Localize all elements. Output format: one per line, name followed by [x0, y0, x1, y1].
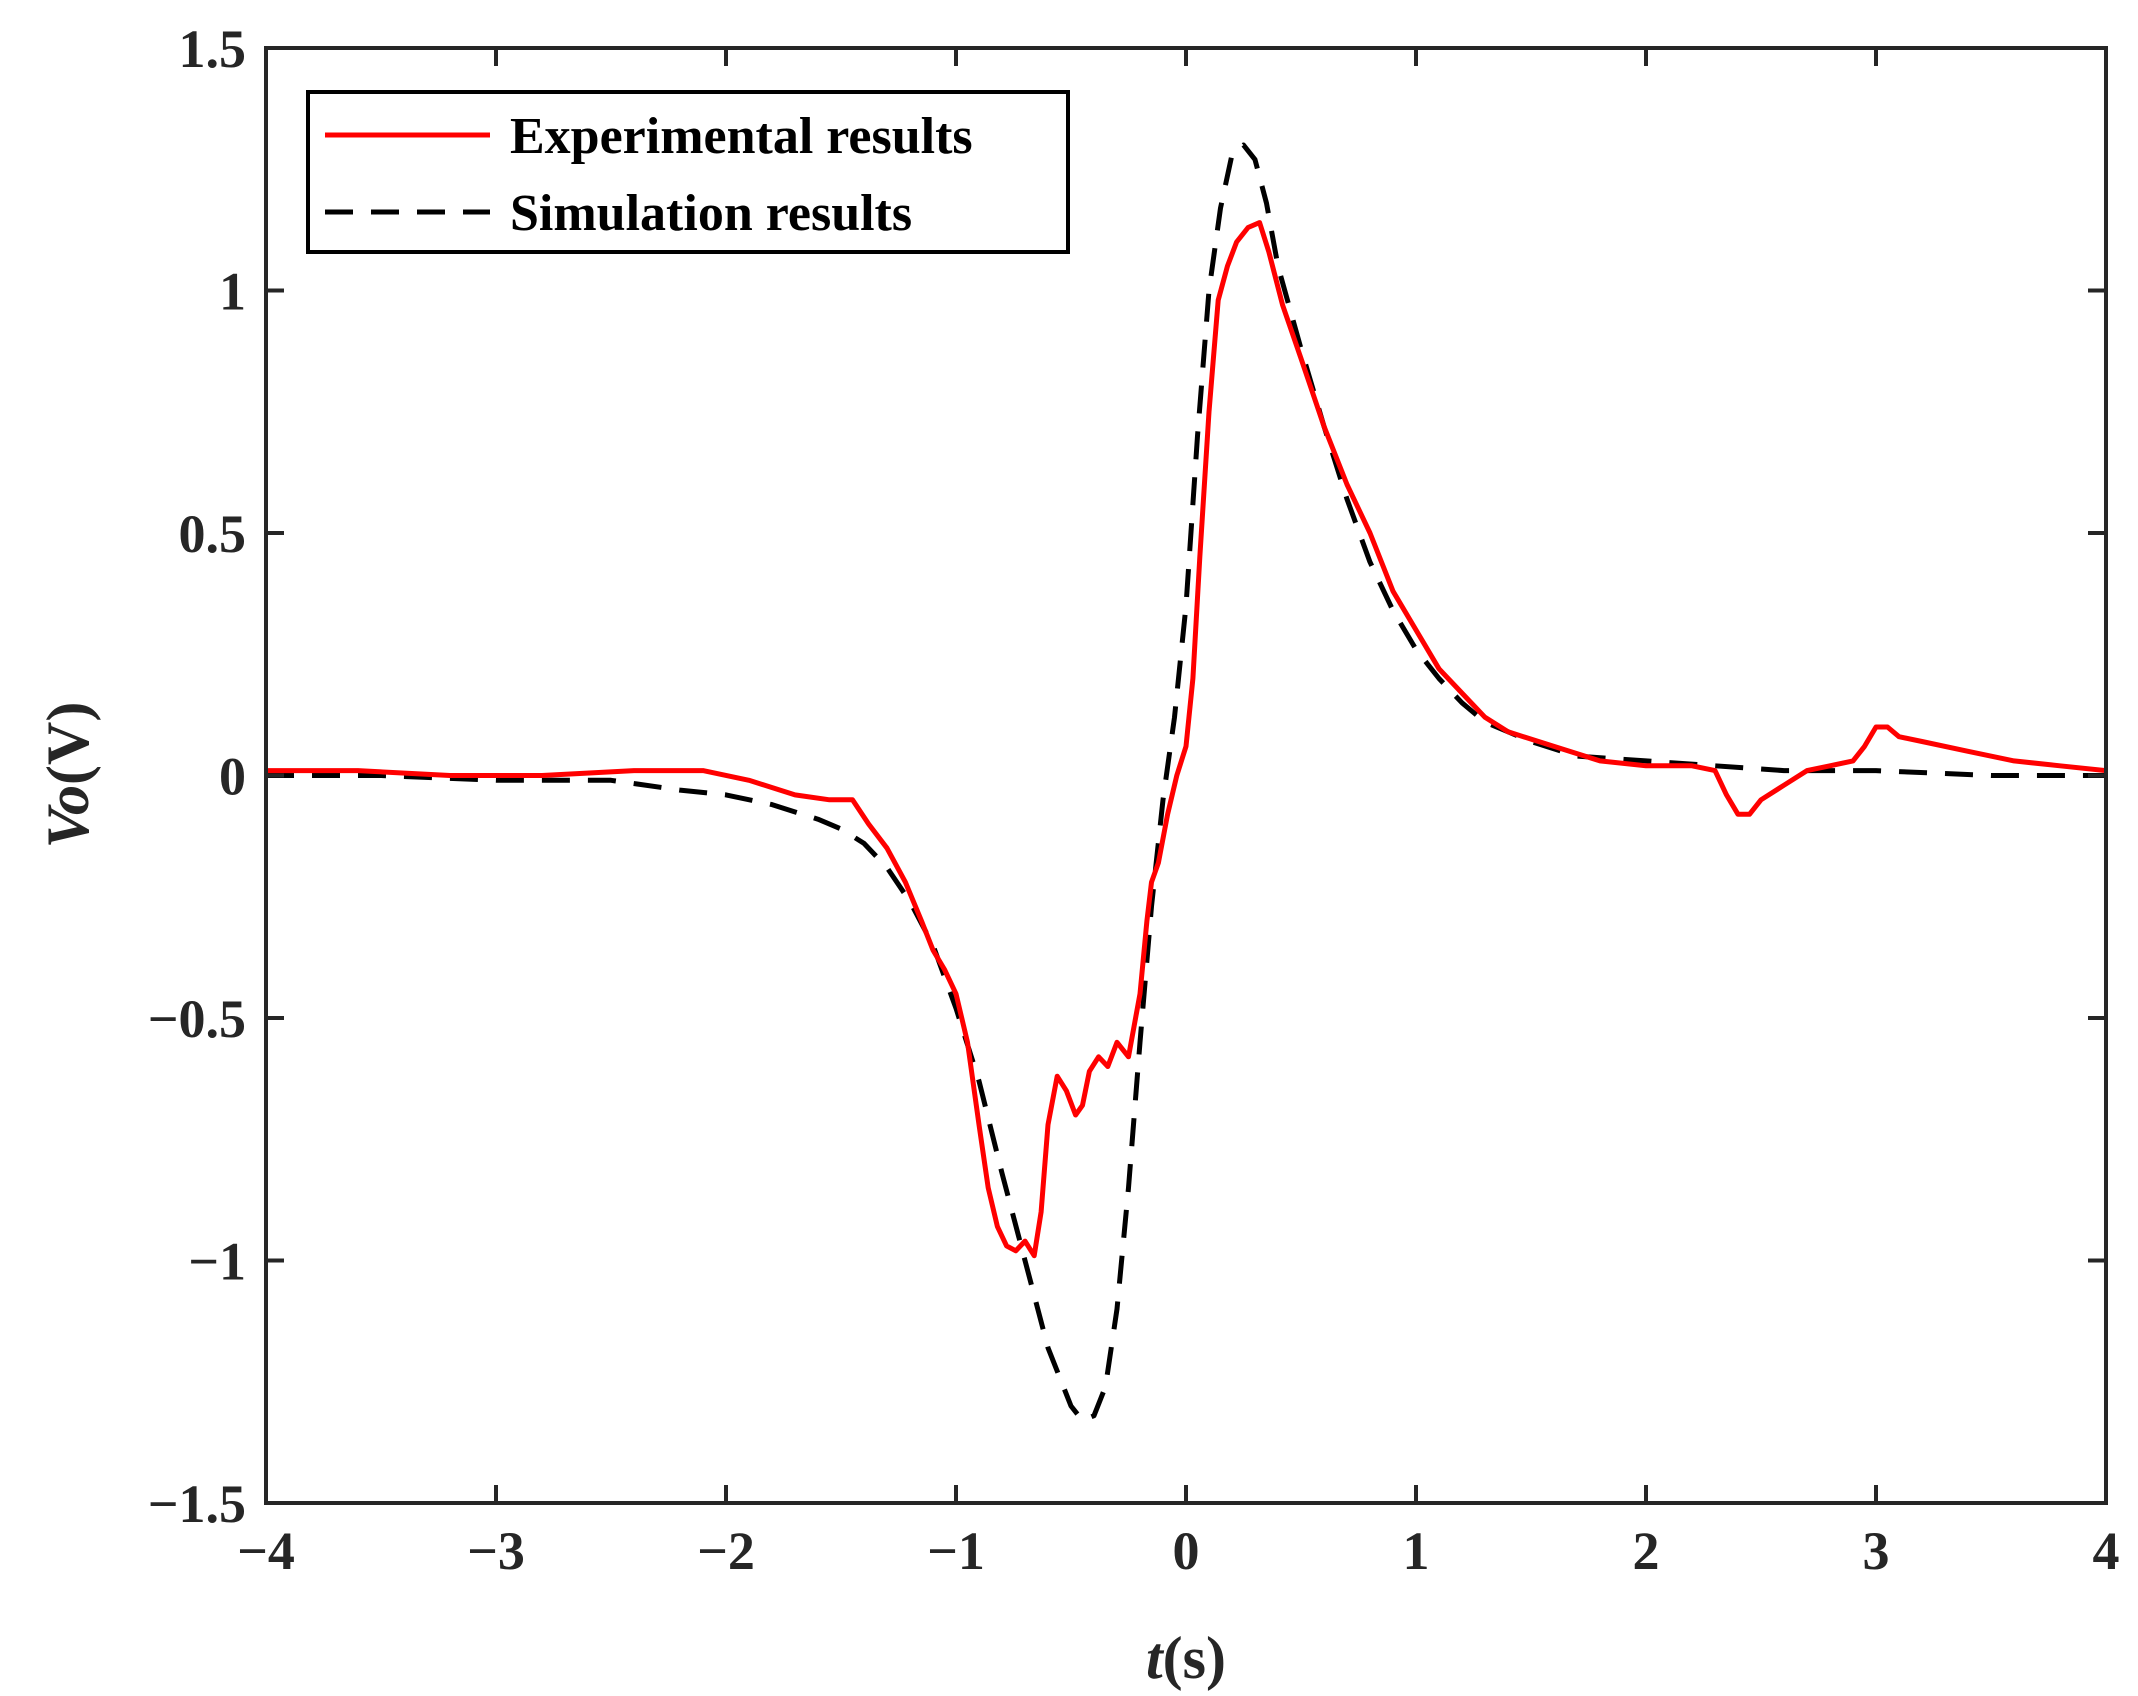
y-tick-label: 0: [219, 747, 246, 807]
x-tick-label: 4: [2093, 1521, 2120, 1581]
y-axis-label-unit: (V): [35, 702, 101, 785]
x-axis-label-unit: (s): [1163, 1625, 1226, 1691]
labels-layer: t(s) Vo(V): [35, 702, 1226, 1691]
plot-layer: [266, 142, 2106, 1423]
x-tick-label: 0: [1173, 1521, 1200, 1581]
y-tick-label: 0.5: [179, 504, 247, 564]
x-axis-label-var: t: [1146, 1625, 1165, 1691]
series-experimental-line: [266, 220, 2106, 1259]
legend-label-experimental: Experimental results: [510, 108, 973, 165]
series-simulation-line: [266, 142, 2106, 1423]
legend: Experimental results Simulation results: [306, 90, 1070, 254]
y-tick-label: 1.5: [179, 19, 247, 79]
y-tick-label: −1.5: [148, 1474, 246, 1534]
x-tick-label: 3: [1863, 1521, 1890, 1581]
x-tick-label: −3: [467, 1521, 525, 1581]
y-tick-label: −0.5: [148, 989, 246, 1049]
x-tick-label: −4: [237, 1521, 295, 1581]
legend-box: [306, 90, 1070, 254]
ticks-layer: −4 −3 −2 −1 0 1 2 3 4 −1.5 −1 −0.5 0 0.5 1 1.5: [148, 19, 2120, 1581]
y-axis-label: Vo(V): [35, 702, 101, 849]
x-tick-label: −1: [927, 1521, 985, 1581]
y-tick-label: 1: [219, 262, 246, 322]
x-axis-label: t(s): [1146, 1625, 1226, 1691]
y-axis-label-var: Vo: [35, 785, 101, 848]
x-tick-label: 1: [1403, 1521, 1430, 1581]
legend-label-simulation: Simulation results: [510, 185, 912, 242]
x-tick-label: 2: [1633, 1521, 1660, 1581]
x-tick-label: −2: [697, 1521, 755, 1581]
y-tick-label: −1: [188, 1232, 246, 1292]
